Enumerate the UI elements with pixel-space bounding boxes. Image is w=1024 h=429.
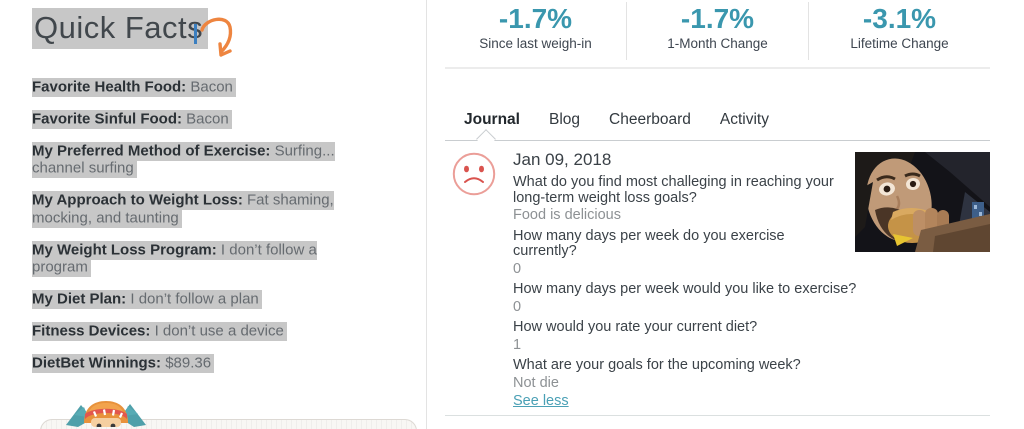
page-title-text: Quick Facts	[32, 8, 209, 49]
fact-value: $89.36	[165, 354, 212, 372]
journal-entry: Jan 09, 2018 What do you find most chall…	[513, 150, 990, 410]
tab-cheerboard[interactable]: Cheerboard	[609, 111, 691, 128]
fact-value: Bacon	[186, 110, 229, 127]
see-less-link[interactable]: See less	[513, 393, 569, 409]
fact-value: I don’t follow a program	[32, 241, 317, 276]
tab-underline	[445, 129, 990, 149]
fact-label: Favorite Health Food:	[32, 78, 187, 95]
sad-face-icon	[452, 152, 496, 196]
journal-answer: Food is delicious	[513, 207, 621, 223]
journal-question: What are your goals for the upcoming wee…	[513, 357, 801, 373]
fact-label: Fitness Devices:	[32, 322, 151, 340]
stat-value: -1.7%	[680, 3, 755, 34]
fact-fitness-devices: Fitness Devices: I don’t use a device	[32, 322, 364, 341]
journal-answer: 0	[513, 298, 522, 315]
journal-entry-divider	[445, 415, 990, 416]
fact-weight-loss-program: My Weight Loss Program: I don’t follow a…	[32, 240, 364, 277]
fact-weight-loss-approach: My Approach to Weight Loss: Fat shaming,…	[32, 191, 364, 228]
stat-value: -1.7%	[498, 3, 573, 34]
stat-label: Since last weigh-in	[479, 35, 592, 51]
fact-label: Favorite Sinful Food:	[32, 110, 182, 127]
quick-facts-list: Favorite Health Food: Bacon Favorite Sin…	[32, 77, 364, 387]
profile-tabs: Journal Blog Cheerboard Activity	[464, 111, 769, 129]
quick-facts-panel: Quick Facts Favorite Health Food: Bacon …	[0, 0, 426, 429]
fact-value: I don’t follow a plan	[130, 290, 259, 308]
fact-value: Bacon	[190, 78, 233, 95]
active-tab-notch	[476, 129, 496, 149]
fact-favorite-health-food: Favorite Health Food: Bacon	[32, 77, 364, 97]
workout-mascot-icon	[64, 397, 148, 429]
journal-answer: 0	[513, 260, 522, 277]
journal-question: How would you rate your current diet?	[513, 319, 758, 335]
journal-entry-date: Jan 09, 2018	[513, 150, 612, 169]
stat-one-month-change: -1.7% 1-Month Change	[626, 2, 808, 60]
journal-question: What do you find most challeging in reac…	[513, 174, 834, 206]
stat-value: -3.1%	[862, 3, 937, 34]
fact-label: DietBet Winnings:	[32, 354, 162, 372]
journal-answer: 1	[513, 336, 522, 353]
fact-diet-plan: My Diet Plan: I don’t follow a plan	[32, 290, 364, 309]
fact-dietbet-winnings: DietBet Winnings: $89.36	[32, 354, 364, 373]
tab-blog[interactable]: Blog	[548, 111, 581, 128]
fact-label: My Preferred Method of Exercise:	[32, 142, 271, 159]
page-title: Quick Facts	[32, 8, 209, 49]
curved-arrow-icon	[199, 15, 237, 59]
journal-question: How many days per week do you exercise c…	[513, 227, 785, 259]
stats-divider	[445, 67, 990, 69]
stat-label: Lifetime Change	[850, 35, 949, 51]
text-selection-caret	[194, 24, 197, 44]
journal-question: How many days per week would you like to…	[513, 281, 857, 297]
fact-label: My Diet Plan:	[32, 290, 127, 308]
tab-journal[interactable]: Journal	[464, 111, 520, 128]
panel-divider	[426, 0, 427, 429]
fact-value: Fat shaming, mocking, and taunting	[32, 191, 334, 227]
fact-favorite-sinful-food: Favorite Sinful Food: Bacon	[32, 109, 364, 129]
fact-value: Surfing... channel surfing	[32, 142, 335, 177]
stat-since-last-weigh-in: -1.7% Since last weigh-in	[445, 2, 626, 60]
fact-preferred-exercise: My Preferred Method of Exercise: Surfing…	[32, 141, 364, 178]
journal-answer: Not die	[513, 374, 559, 391]
tab-activity[interactable]: Activity	[719, 111, 769, 128]
journal-photo[interactable]	[855, 152, 990, 252]
stat-lifetime-change: -3.1% Lifetime Change	[808, 2, 990, 60]
fact-value: I don’t use a device	[154, 322, 284, 340]
stat-label: 1-Month Change	[667, 35, 768, 51]
fact-label: My Weight Loss Program:	[32, 241, 217, 258]
weight-stats: -1.7% Since last weigh-in -1.7% 1-Month …	[445, 2, 990, 60]
fact-label: My Approach to Weight Loss:	[32, 191, 243, 209]
